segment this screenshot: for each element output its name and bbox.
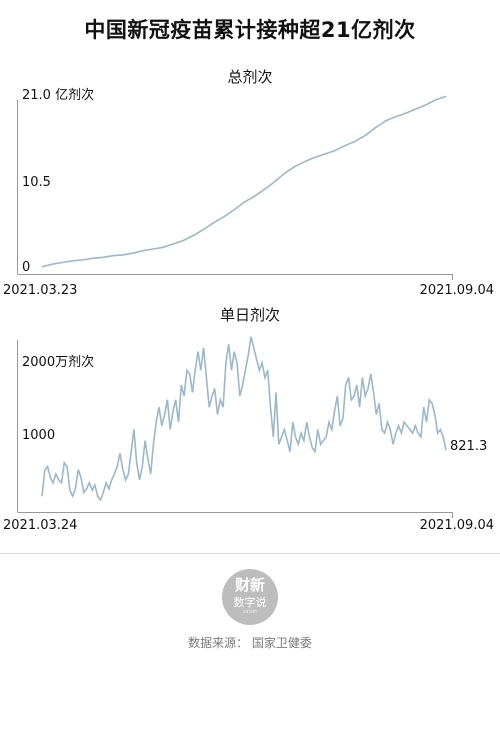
chart2-y-tick-label: 2000万剂次 — [22, 354, 94, 370]
chart2-x-end-label: 2021.09.04 — [420, 518, 494, 533]
chart1-x-start-label: 2021.03.23 — [3, 283, 77, 298]
page-title: 中国新冠疫苗累计接种超21亿剂次 — [84, 18, 416, 42]
chart1-title: 总剂次 — [227, 68, 272, 86]
chart2-title: 单日剂次 — [220, 306, 280, 324]
chart2-y-tick-label: 1000 — [22, 428, 55, 443]
chart2-series-line — [41, 336, 447, 502]
logo-small-text: caixin — [242, 609, 258, 615]
chart1-y-tick-label: 0 — [22, 260, 30, 275]
logo-brand-text: 财新 — [234, 576, 265, 594]
chart1-series-line — [41, 95, 447, 268]
chart2-x-start-label: 2021.03.24 — [3, 518, 77, 533]
daily-doses-chart: 单日剂次 2000万剂次 1000 821.3 2021.03.24 2021.… — [3, 306, 494, 533]
logo-sub-text: 数字说 — [233, 596, 267, 609]
chart1-y-tick-label: 10.5 — [22, 175, 51, 190]
cumulative-doses-chart: 总剂次 21.0 亿剂次 10.5 0 2021.03.23 2021.09.0… — [3, 68, 494, 298]
chart2-end-value-label: 821.3 — [450, 439, 487, 454]
chart1-x-end-label: 2021.09.04 — [420, 283, 494, 298]
chart1-y-top-label: 21.0 亿剂次 — [22, 87, 94, 103]
caixin-logo: 财新 数字说 caixin — [222, 569, 278, 625]
data-source: 数据来源： 国家卫健委 — [188, 636, 312, 650]
footer-divider — [0, 553, 500, 554]
